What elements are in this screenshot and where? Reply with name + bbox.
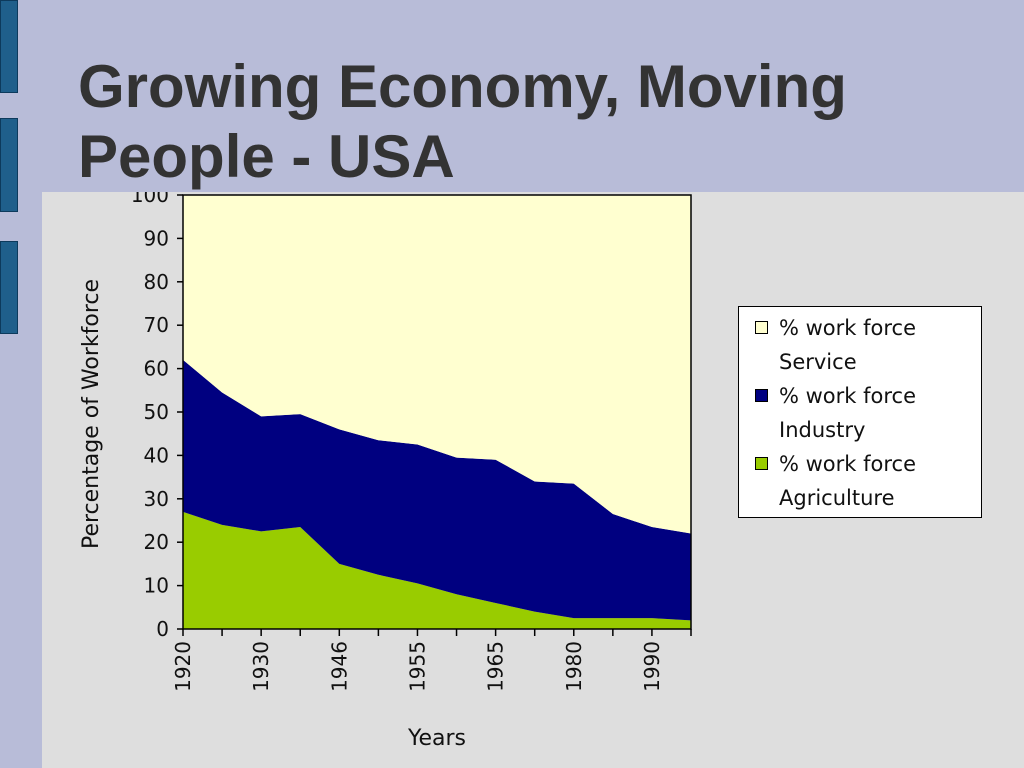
y-tick-label: 10 bbox=[144, 574, 169, 598]
y-axis-label: Percentage of Workforce bbox=[79, 279, 104, 549]
area-agriculture bbox=[183, 511, 691, 629]
slide-title-line1: Growing Economy, Moving bbox=[78, 53, 847, 120]
y-tick-label: 0 bbox=[156, 617, 169, 641]
legend-label-industry-line1: % work force bbox=[779, 384, 917, 408]
legend-item-industry: % work force Industry bbox=[755, 379, 981, 447]
y-tick-label: 100 bbox=[131, 192, 169, 207]
legend-item-service: % work force Service bbox=[755, 311, 981, 379]
accent-bar-top bbox=[0, 0, 18, 93]
legend-swatch-industry bbox=[755, 389, 768, 402]
legend-item-agriculture: % work force Agriculture bbox=[755, 447, 981, 515]
y-tick-label: 30 bbox=[144, 487, 169, 511]
x-tick-label: 1990 bbox=[640, 641, 664, 692]
accent-bar-middle bbox=[0, 118, 18, 212]
legend-swatch-service bbox=[755, 321, 768, 334]
x-tick-label: 1946 bbox=[327, 641, 351, 692]
x-tick-label: 1955 bbox=[405, 641, 429, 692]
stacked-area-chart: 0 10 20 30 40 50 60 70 80 90 100 1920 1930 1946 1955 19… bbox=[79, 192, 692, 751]
y-tick-label: 50 bbox=[144, 400, 169, 424]
y-tick-label: 20 bbox=[144, 530, 169, 554]
slide-title-line2: People - USA bbox=[78, 123, 455, 190]
legend-swatch-agriculture bbox=[755, 457, 768, 470]
y-tick-label: 60 bbox=[144, 357, 169, 381]
x-tick-label: 1965 bbox=[484, 641, 508, 692]
legend-label-agriculture: % work force Agriculture bbox=[779, 447, 981, 515]
x-axis-label: Years bbox=[407, 726, 466, 751]
legend-label-service-line1: % work force bbox=[779, 316, 917, 340]
chart-legend: % work force Service % work force Indust… bbox=[738, 306, 982, 518]
x-tick-label: 1920 bbox=[171, 641, 195, 692]
legend-label-industry: % work force Industry bbox=[779, 379, 981, 447]
legend-label-service-line2: Service bbox=[779, 350, 857, 374]
accent-bar-bottom bbox=[0, 241, 18, 334]
legend-label-service: % work force Service bbox=[779, 311, 981, 379]
y-tick-label: 90 bbox=[144, 226, 169, 250]
area-industry bbox=[183, 359, 691, 621]
legend-label-agriculture-line1: % work force bbox=[779, 452, 917, 476]
y-tick-label: 70 bbox=[144, 313, 169, 337]
x-tick-label: 1980 bbox=[562, 641, 586, 692]
area-service bbox=[183, 195, 691, 534]
y-tick-label: 80 bbox=[144, 270, 169, 294]
slide-title: Growing Economy, Moving People - USA bbox=[78, 52, 998, 192]
x-tick-label: 1930 bbox=[249, 641, 273, 692]
legend-label-industry-line2: Industry bbox=[779, 418, 866, 442]
y-tick-label: 40 bbox=[144, 443, 169, 467]
chart-panel: 0 10 20 30 40 50 60 70 80 90 100 1920 1930 1946 1955 19… bbox=[42, 192, 1024, 768]
legend-label-agriculture-line2: Agriculture bbox=[779, 486, 895, 510]
